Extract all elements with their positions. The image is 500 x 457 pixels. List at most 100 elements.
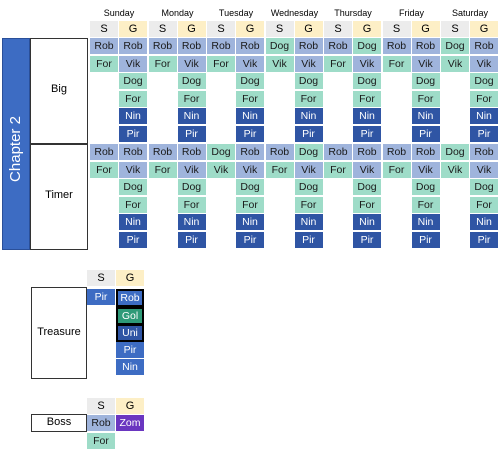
cell-g: For <box>177 196 206 213</box>
cell-g: Dog <box>177 179 206 195</box>
chapter-label-text: Chapter 2 <box>7 116 24 182</box>
cell-g: Dog <box>294 73 323 89</box>
col-header-g: G <box>353 21 381 37</box>
col-header-s: S <box>441 21 469 37</box>
cell-s: Rob <box>324 144 352 160</box>
cell-g: For <box>470 90 498 107</box>
col-header-g: G <box>294 21 323 37</box>
cell-s: Dog <box>441 38 469 54</box>
section-box-big <box>30 38 88 144</box>
cell-g: For <box>294 90 323 107</box>
cell-s: For <box>324 161 352 178</box>
cell-g: Rob <box>236 38 264 54</box>
col-header-s: S <box>148 21 177 37</box>
cell-g: Pir <box>470 231 498 248</box>
cell-s: Dog <box>441 144 469 160</box>
treasure-cell-g: Gol <box>116 306 144 325</box>
boss-cell-s: Rob <box>87 415 115 431</box>
cell-g: Nin <box>119 214 147 230</box>
cell-g: Nin <box>353 214 381 230</box>
cell-s: For <box>90 161 118 178</box>
cell-g: Pir <box>119 231 147 248</box>
cell-g: Vik <box>470 161 498 178</box>
cell-g: Dog <box>236 73 264 89</box>
cell-s: Rob <box>90 144 118 160</box>
cell-s: Rob <box>207 38 235 54</box>
day-label-saturday: Saturday <box>451 8 489 18</box>
chapter-label <box>2 38 30 250</box>
boss-box <box>31 414 87 432</box>
treasure-box <box>31 287 87 379</box>
cell-g: Rob <box>119 144 147 160</box>
cell-g: Pir <box>411 125 440 142</box>
cell-g: Dog <box>411 179 440 195</box>
cell-g: Nin <box>236 108 264 124</box>
cell-g: Nin <box>294 108 323 124</box>
col-header-g: G <box>236 21 264 37</box>
cell-g: Dog <box>353 73 381 89</box>
cell-g: Dog <box>177 73 206 89</box>
boss-cell-s: For <box>87 432 115 449</box>
cell-s: For <box>324 55 352 72</box>
cell-g: For <box>236 196 264 213</box>
cell-g: Nin <box>353 108 381 124</box>
cell-g: Nin <box>119 108 147 124</box>
cell-g: For <box>236 90 264 107</box>
cell-s: Dog <box>265 38 294 54</box>
boss-header-g: G <box>116 398 144 414</box>
cell-g: For <box>470 196 498 213</box>
treasure-cell-g: Pir <box>116 341 144 358</box>
cell-g: For <box>353 196 381 213</box>
cell-g: Pir <box>294 125 323 142</box>
treasure-header-s: S <box>87 270 115 286</box>
cell-g: Vik <box>119 161 147 178</box>
cell-g: For <box>353 90 381 107</box>
cell-g: Dog <box>470 73 498 89</box>
cell-g: Rob <box>177 144 206 160</box>
cell-g: Pir <box>353 231 381 248</box>
cell-g: Nin <box>177 214 206 230</box>
cell-g: Rob <box>411 144 440 160</box>
cell-s: Vik <box>265 55 294 72</box>
cell-g: Rob <box>470 38 498 54</box>
col-header-s: S <box>265 21 294 37</box>
cell-g: Nin <box>470 108 498 124</box>
cell-s: For <box>148 55 177 72</box>
cell-s: For <box>382 161 411 178</box>
day-label-thursday: Thursday <box>334 8 372 18</box>
cell-s: Rob <box>324 38 352 54</box>
cell-s: For <box>148 161 177 178</box>
col-header-s: S <box>324 21 352 37</box>
col-header-g: G <box>177 21 206 37</box>
cell-g: Dog <box>353 38 381 54</box>
treasure-label: Treasure <box>37 326 81 338</box>
cell-g: Rob <box>236 144 264 160</box>
day-label-friday: Friday <box>398 8 424 18</box>
cell-g: Rob <box>470 144 498 160</box>
cell-g: Dog <box>119 179 147 195</box>
cell-g: Rob <box>294 38 323 54</box>
cell-g: Dog <box>119 73 147 89</box>
cell-g: For <box>119 90 147 107</box>
cell-s: Dog <box>207 144 235 160</box>
cell-g: Nin <box>177 108 206 124</box>
cell-g: Vik <box>236 55 264 72</box>
cell-g: Pir <box>470 125 498 142</box>
cell-g: Vik <box>294 161 323 178</box>
cell-g: For <box>411 196 440 213</box>
day-label-monday: Monday <box>161 8 194 18</box>
cell-g: Nin <box>411 214 440 230</box>
day-label-tuesday: Tuesday <box>218 8 254 18</box>
treasure-header-g: G <box>116 270 144 286</box>
cell-g: Pir <box>177 125 206 142</box>
col-header-s: S <box>90 21 118 37</box>
cell-s: For <box>90 55 118 72</box>
cell-g: Vik <box>411 161 440 178</box>
cell-g: Pir <box>236 125 264 142</box>
cell-g: Vik <box>119 55 147 72</box>
cell-g: For <box>294 196 323 213</box>
cell-g: Vik <box>177 161 206 178</box>
cell-g: Pir <box>353 125 381 142</box>
cell-g: Rob <box>353 144 381 160</box>
cell-g: Vik <box>294 55 323 72</box>
